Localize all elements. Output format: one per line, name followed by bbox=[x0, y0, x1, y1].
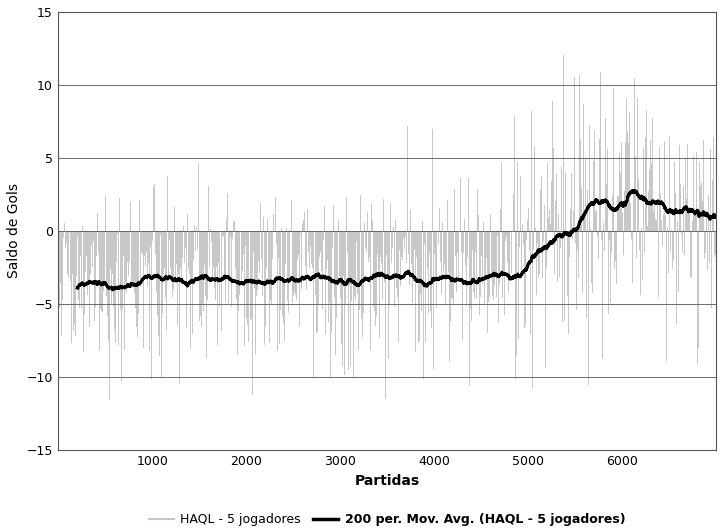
X-axis label: Partidas: Partidas bbox=[355, 474, 420, 488]
Y-axis label: Saldo de Gols: Saldo de Gols bbox=[7, 183, 21, 278]
Legend: HAQL - 5 jogadores, 200 per. Mov. Avg. (HAQL - 5 jogadores): HAQL - 5 jogadores, 200 per. Mov. Avg. (… bbox=[144, 508, 630, 529]
